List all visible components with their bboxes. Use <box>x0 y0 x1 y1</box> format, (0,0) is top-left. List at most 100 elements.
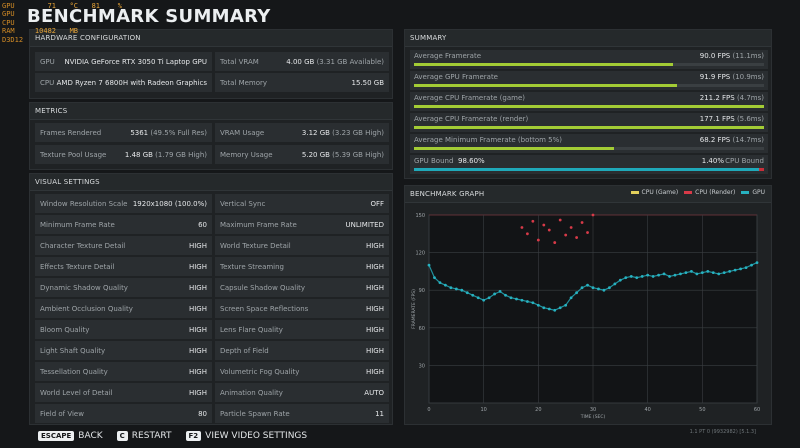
setting-value: HIGH <box>188 241 207 250</box>
summary-row: Average GPU Framerate 91.9 FPS (10.9ms) <box>410 71 768 90</box>
setting-label: Window Resolution Scale <box>40 199 128 208</box>
setting-row: Lens Flare Quality HIGH <box>215 320 389 339</box>
data-point <box>575 236 578 239</box>
summary-sub: (5.6ms) <box>736 115 764 123</box>
overlay-ov-val: 71 <box>47 2 56 10</box>
summary-bar-fill <box>414 105 764 108</box>
overlay-ov-val2 <box>104 36 122 44</box>
data-point <box>580 221 584 224</box>
setting-row: Field of View 80 <box>35 404 212 423</box>
setting-value: HIGH <box>188 283 207 292</box>
setting-row: Effects Texture Detail HIGH <box>35 257 212 276</box>
setting-row: Bloom Quality HIGH <box>35 320 212 339</box>
summary-bar-fill <box>414 84 677 87</box>
setting-row: Particle Spawn Rate 11 <box>215 404 389 423</box>
summary-bar-fill <box>414 63 673 66</box>
memory-cell: Total Memory 15.50 GB <box>215 73 389 92</box>
setting-row: Volumetric Fog Quality HIGH <box>215 362 389 381</box>
frames-cell: Frames Rendered 5361 (49.5% Full Res) <box>35 123 212 142</box>
setting-value: HIGH <box>188 262 207 271</box>
overlay-ov-val2 <box>104 19 122 27</box>
summary-row: Average CPU Framerate (game) 211.2 FPS (4… <box>410 92 768 111</box>
gpu-cell: GPU NVIDIA GeForce RTX 3050 Ti Laptop GP… <box>35 52 212 71</box>
vram-sub: (3.31 GB Available) <box>316 57 384 66</box>
overlay-ov-val2: % <box>117 2 122 10</box>
data-point <box>526 232 529 236</box>
summary-bar-fill <box>414 126 764 129</box>
x-tick-label: 60 <box>754 407 760 413</box>
overlay-ov-val2 <box>82 19 100 27</box>
setting-label: Maximum Frame Rate <box>220 220 297 229</box>
vram-usage-label: VRAM Usage <box>220 128 265 137</box>
overlay-ov-val2: °C <box>69 2 78 10</box>
overlay-ov-key: CPU <box>2 18 15 27</box>
gpu-bound-fill <box>414 168 760 171</box>
setting-value: HIGH <box>365 346 384 355</box>
overlay-ov-val: 10482 <box>34 27 56 36</box>
data-point <box>542 223 546 227</box>
summary-value: 177.1 FPS <box>699 115 735 123</box>
setting-row: Tessellation Quality HIGH <box>35 362 212 381</box>
view-video-settings-button[interactable]: VIEW VIDEO SETTINGS <box>205 431 308 441</box>
x-tick-label: 40 <box>644 407 650 413</box>
summary-label: Average Minimum Framerate (bottom 5%) <box>414 136 562 144</box>
vram-usage-sub: (3.23 GB High) <box>332 128 384 137</box>
hardware-title: HARDWARE CONFIGURATION <box>30 30 392 47</box>
setting-value: HIGH <box>365 325 384 334</box>
data-point <box>520 226 524 229</box>
summary-panel: SUMMARY GPU Bound 98.60% 1.40% CPU Bound… <box>404 29 772 179</box>
setting-label: World Level of Detail <box>40 388 113 397</box>
frames-label: Frames Rendered <box>40 128 102 137</box>
setting-label: Light Shaft Quality <box>40 346 106 355</box>
setting-value: OFF <box>370 199 384 208</box>
legend-label: CPU (Game) <box>641 189 679 196</box>
overlay-row: D3D12 <box>2 36 122 44</box>
gpu-series-line <box>428 262 758 311</box>
pool-sub: (1.79 GB High) <box>155 150 207 159</box>
visual-settings-panel: VISUAL SETTINGS Window Resolution Scale 1… <box>29 173 393 425</box>
memory-usage-sub: (5.39 GB High) <box>332 150 384 159</box>
setting-label: Ambient Occlusion Quality <box>40 304 133 313</box>
graph-legend: CPU (Game) CPU (Render) GPU <box>630 189 765 196</box>
restart-button[interactable]: RESTART <box>131 431 172 441</box>
legend-swatch <box>630 191 639 194</box>
overlay-ov-val2 <box>60 19 78 27</box>
summary-value: 91.9 FPS <box>699 73 731 81</box>
overlay-ov-val <box>28 10 56 18</box>
escape-key[interactable]: ESCAPE <box>38 431 75 441</box>
setting-label: Minimum Frame Rate <box>40 220 115 229</box>
f2-key[interactable]: F2 <box>185 431 202 441</box>
back-button[interactable]: BACK <box>78 431 103 441</box>
summary-value: 68.2 FPS <box>699 136 731 144</box>
summary-label: Average GPU Framerate <box>414 73 498 81</box>
frames-sub: (49.5% Full Res) <box>150 128 207 137</box>
setting-row: Maximum Frame Rate UNLIMITED <box>215 215 389 234</box>
cpu-bound-label: CPU Bound <box>725 157 764 165</box>
cpu-label: CPU <box>40 78 55 87</box>
summary-label: Average CPU Framerate (render) <box>414 115 529 123</box>
overlay-ov-val2 <box>104 27 122 35</box>
summary-bar <box>414 126 764 129</box>
overlay-row: RAM 10482 MB <box>2 27 122 35</box>
memory-usage-cell: Memory Usage 5.20 GB (5.39 GB High) <box>215 145 389 164</box>
data-point <box>569 226 573 229</box>
x-tick-label: 10 <box>480 407 486 413</box>
c-key[interactable]: C <box>116 431 128 441</box>
legend-item: CPU (Render) <box>684 189 735 196</box>
overlay-ov-key: GPU <box>2 10 15 19</box>
summary-sub: (10.9ms) <box>732 73 764 81</box>
y-tick-label: 90 <box>419 288 425 294</box>
setting-row: Character Texture Detail HIGH <box>35 236 212 255</box>
setting-value: HIGH <box>188 325 207 334</box>
summary-bar <box>414 84 764 87</box>
setting-label: Bloom Quality <box>40 325 90 334</box>
benchmark-chart: 30 60 90 120 150 0 10 20 30 40 50 60 TIME (SEC) FRAME… <box>411 213 760 420</box>
setting-value: AUTO <box>364 388 384 397</box>
summary-bar <box>414 147 764 150</box>
y-tick-label: 120 <box>415 251 425 257</box>
overlay-ov-val2 <box>60 36 78 44</box>
data-point <box>586 231 589 234</box>
overlay-ov-val2 <box>104 10 122 18</box>
cpu-value: AMD Ryzen 7 6800H with Radeon Graphics <box>56 78 207 87</box>
summary-label: Average CPU Framerate (game) <box>414 94 526 102</box>
